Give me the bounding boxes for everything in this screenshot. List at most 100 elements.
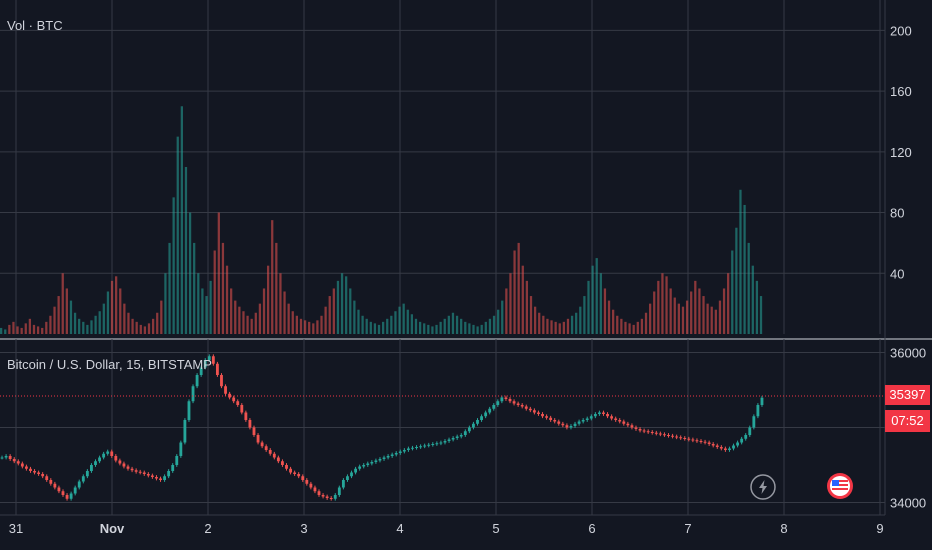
lightning-icon[interactable] xyxy=(750,474,776,500)
candle-body xyxy=(415,447,418,448)
volume-bar xyxy=(447,315,450,334)
volume-bar xyxy=(435,324,438,334)
volume-bar xyxy=(168,242,171,334)
candle-body xyxy=(402,450,406,452)
volume-bar xyxy=(45,321,48,334)
candle-body xyxy=(646,431,650,433)
volume-bars xyxy=(0,106,763,335)
candle-body xyxy=(341,480,345,488)
candle-body xyxy=(439,442,443,444)
volume-bar xyxy=(242,311,245,334)
volume-bar xyxy=(595,258,598,334)
candle-body xyxy=(195,375,199,387)
volume-pane-label[interactable]: Vol · BTC xyxy=(7,18,63,33)
volume-bar xyxy=(751,265,754,334)
time-tick-label: 7 xyxy=(684,521,691,536)
volume-bar xyxy=(648,303,652,334)
time-tick-label: 6 xyxy=(588,521,595,536)
volume-bar xyxy=(49,315,52,334)
candle-body xyxy=(69,493,73,499)
volume-bar xyxy=(221,242,225,334)
volume-bar xyxy=(102,303,105,334)
candle-body xyxy=(565,425,569,428)
volume-bar xyxy=(488,318,492,334)
candle-body xyxy=(167,471,171,477)
candle-body xyxy=(496,401,500,405)
candle-body xyxy=(614,418,618,420)
volume-bar xyxy=(562,321,565,334)
candle-body xyxy=(744,435,748,439)
volume-bar xyxy=(644,312,648,334)
candle-body xyxy=(553,420,557,422)
candle-body xyxy=(467,427,471,432)
volume-bar xyxy=(657,280,660,334)
volume-bar xyxy=(538,312,541,334)
volume-bar xyxy=(702,296,705,334)
volume-bar xyxy=(361,315,364,334)
candle-body xyxy=(537,412,540,414)
candle-body xyxy=(455,436,459,438)
volume-bar xyxy=(147,323,151,334)
volume-bar xyxy=(69,300,73,334)
time-tick-label: 8 xyxy=(780,521,787,536)
candle-body xyxy=(297,474,301,477)
candle-body xyxy=(756,405,760,417)
candle-body xyxy=(654,432,658,434)
volume-bar xyxy=(349,288,352,334)
volume-bar xyxy=(135,321,138,334)
candle-body xyxy=(390,454,394,456)
candle-body xyxy=(163,476,166,480)
volume-bar xyxy=(468,323,471,334)
volume-tick-label: 160 xyxy=(890,84,912,99)
volume-bar xyxy=(685,300,689,334)
time-tick-label: 2 xyxy=(204,521,211,536)
candle-body xyxy=(179,442,183,456)
time-axis[interactable]: 31 Nov 2 3 4 5 6 7 8 9 xyxy=(9,521,884,536)
volume-bar xyxy=(336,280,340,334)
candle-body xyxy=(236,401,240,405)
volume-bar xyxy=(476,326,479,334)
candle-body xyxy=(675,436,679,438)
volume-bar xyxy=(706,303,709,334)
candle-body xyxy=(581,420,585,422)
volume-bar xyxy=(262,288,266,334)
volume-bar xyxy=(550,320,553,334)
last-price-badge: 35397 xyxy=(885,385,930,405)
candle-body xyxy=(687,438,691,440)
volume-bar xyxy=(579,306,582,334)
volume-bar xyxy=(266,265,270,334)
volume-bar xyxy=(698,288,701,334)
volume-bar xyxy=(731,250,734,334)
us-flag-icon[interactable] xyxy=(827,473,853,499)
volume-bar xyxy=(747,242,750,334)
volume-bar xyxy=(184,167,188,334)
candle-body xyxy=(524,406,528,409)
candle-body xyxy=(37,472,41,474)
volume-bar xyxy=(188,212,192,334)
volume-bar xyxy=(575,312,578,334)
volume-bar xyxy=(386,318,389,334)
volume-bar xyxy=(246,315,249,334)
volume-bar xyxy=(61,273,64,334)
candle-body xyxy=(435,443,439,445)
candle-body xyxy=(41,474,45,477)
time-tick-label: 5 xyxy=(492,521,499,536)
candle-body xyxy=(723,448,727,450)
volume-bar xyxy=(546,318,549,334)
volume-tick-label: 40 xyxy=(890,266,904,281)
volume-bar xyxy=(525,280,529,334)
volume-bar xyxy=(739,189,742,334)
volume-grid xyxy=(0,0,885,334)
volume-bar xyxy=(225,265,229,334)
price-pane-label[interactable]: Bitcoin / U.S. Dollar, 15, BITSTAMP xyxy=(7,357,212,372)
candle-body xyxy=(16,461,20,464)
volume-bar xyxy=(759,296,763,334)
candle-body xyxy=(53,483,57,488)
candle-body xyxy=(20,463,24,467)
candle-body xyxy=(459,435,463,437)
volume-bar xyxy=(669,288,672,334)
candle-body xyxy=(638,429,642,431)
candle-body xyxy=(138,471,142,473)
candle-body xyxy=(573,423,577,426)
candle-body xyxy=(602,412,605,414)
